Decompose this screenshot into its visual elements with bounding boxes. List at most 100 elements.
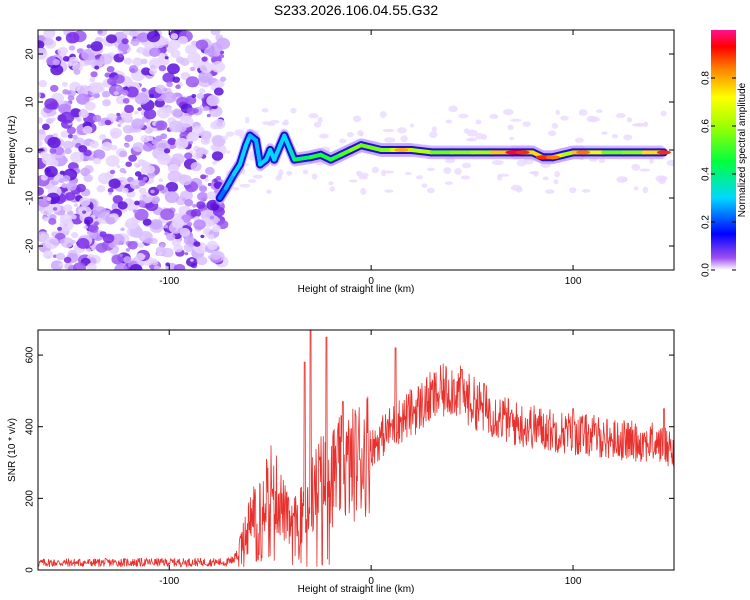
noise-blob — [171, 153, 185, 165]
noise-blob — [62, 89, 69, 95]
noise-blob — [190, 208, 202, 218]
noise-blob — [245, 116, 250, 124]
noise-blob — [44, 98, 58, 110]
noise-blob — [93, 157, 102, 165]
noise-blob — [119, 253, 124, 257]
noise-blob — [210, 251, 222, 260]
noise-blob — [88, 82, 102, 93]
noise-blob — [138, 181, 145, 187]
noise-blob — [52, 59, 61, 66]
noise-blob — [426, 187, 435, 194]
noise-blob — [574, 137, 584, 143]
noise-blob — [357, 172, 369, 178]
noise-blob — [102, 99, 111, 107]
noise-blob — [59, 219, 74, 231]
ridge-peak — [656, 150, 671, 155]
noise-blob — [466, 138, 473, 142]
noise-blob — [86, 262, 97, 270]
noise-blob — [105, 155, 120, 167]
noise-blob — [129, 30, 138, 37]
noise-blob — [639, 168, 651, 172]
noise-blob — [615, 113, 626, 119]
noise-blob — [120, 227, 125, 232]
noise-blob — [190, 258, 194, 262]
noise-blob — [319, 133, 330, 139]
noise-blob — [132, 57, 144, 67]
noise-blob — [598, 158, 606, 163]
noise-blob — [50, 64, 64, 76]
noise-blob — [153, 265, 160, 270]
noise-blob — [58, 178, 65, 184]
noise-blob — [58, 103, 71, 115]
ridge-peak — [394, 148, 409, 152]
noise-blob — [400, 135, 408, 143]
noise-blob — [86, 248, 91, 253]
noise-blob — [175, 56, 185, 64]
noise-blob — [252, 174, 263, 179]
noise-blob — [554, 170, 560, 178]
x-tick-label: 100 — [565, 276, 582, 287]
noise-blob — [118, 119, 124, 125]
noise-blob — [50, 260, 64, 270]
noise-blob — [158, 178, 163, 183]
noise-blob — [67, 95, 75, 101]
noise-blob — [131, 118, 145, 130]
noise-blob — [542, 176, 549, 181]
noise-blob — [108, 242, 117, 249]
noise-blob — [133, 162, 140, 168]
x-tick-label: -100 — [159, 576, 179, 587]
noise-blob — [163, 148, 171, 154]
noise-blob — [185, 76, 200, 88]
colorbar: 0.0 0.2 0.4 0.6 0.8 Normalized spectral ampl… — [701, 30, 748, 277]
noise-blob — [206, 240, 219, 250]
noise-blob — [193, 241, 201, 247]
noise-blob — [189, 66, 196, 72]
noise-blob — [49, 148, 57, 154]
noise-blob — [234, 129, 245, 137]
noise-blob — [183, 236, 195, 246]
noise-blob — [107, 187, 114, 193]
noise-blob — [454, 168, 462, 175]
noise-blob — [67, 56, 79, 66]
noise-blob — [53, 146, 65, 156]
noise-blob — [623, 134, 633, 141]
noise-blob — [156, 107, 171, 119]
noise-blob — [117, 201, 128, 210]
noise-blob — [118, 53, 124, 58]
noise-blob — [381, 169, 387, 177]
noise-blob — [382, 128, 395, 133]
y-tick-label: 0 — [25, 147, 36, 153]
noise-blob — [658, 175, 668, 182]
noise-blob — [105, 34, 118, 44]
noise-blob — [40, 174, 48, 181]
noise-blob — [209, 215, 215, 220]
noise-blob — [116, 112, 121, 117]
noise-blob — [125, 161, 132, 167]
noise-blob — [43, 217, 49, 222]
noise-blob — [113, 91, 119, 96]
noise-blob — [302, 169, 309, 175]
noise-blob — [218, 53, 225, 59]
ridge-core — [237, 143, 248, 167]
noise-blob — [94, 65, 100, 70]
noise-blob — [89, 140, 99, 149]
colorbar-tick-label: 0.0 — [701, 263, 712, 277]
noise-blob — [178, 174, 192, 186]
noise-blob — [140, 58, 148, 65]
noise-blob — [173, 244, 184, 253]
noise-blob — [649, 158, 654, 164]
spectrogram-noise-region — [38, 30, 674, 270]
noise-blob — [215, 37, 231, 50]
noise-blob — [173, 263, 186, 270]
noise-blob — [197, 191, 208, 202]
noise-blob — [137, 32, 150, 43]
noise-blob — [448, 105, 458, 113]
noise-blob — [544, 189, 555, 194]
noise-blob — [431, 126, 437, 133]
noise-blob — [445, 119, 453, 124]
noise-blob — [150, 64, 156, 70]
noise-blob — [38, 93, 41, 98]
noise-blob — [149, 68, 157, 75]
noise-blob — [128, 154, 137, 162]
noise-blob — [184, 252, 189, 256]
